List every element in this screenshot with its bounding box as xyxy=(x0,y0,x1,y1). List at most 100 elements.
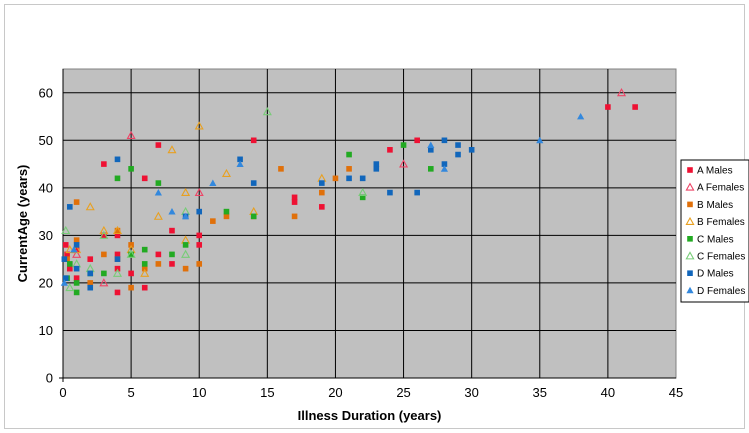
legend-item: A Males xyxy=(687,166,733,177)
y-tick-label: 50 xyxy=(39,133,53,148)
data-point xyxy=(414,189,420,196)
data-point xyxy=(250,137,257,144)
data-point xyxy=(428,166,434,172)
data-point xyxy=(455,142,461,148)
legend-marker xyxy=(685,251,695,260)
legend-marker xyxy=(687,201,693,208)
data-point xyxy=(99,278,109,287)
legend-marker xyxy=(687,236,693,242)
data-point xyxy=(387,189,393,196)
data-point xyxy=(616,88,627,97)
data-point xyxy=(358,187,368,197)
data-point xyxy=(194,121,204,130)
data-point xyxy=(128,270,134,277)
data-point xyxy=(87,270,94,277)
data-point xyxy=(373,161,380,167)
data-point xyxy=(319,204,325,210)
data-point xyxy=(65,244,75,254)
data-point xyxy=(61,225,71,235)
data-point xyxy=(262,107,272,116)
y-tick-label: 10 xyxy=(39,323,53,338)
data-point xyxy=(153,211,163,220)
data-point xyxy=(427,141,435,148)
x-tick-label: 45 xyxy=(669,385,683,400)
data-point xyxy=(67,265,73,272)
legend-item: A Females xyxy=(685,182,744,194)
data-point xyxy=(114,175,121,182)
x-tick-label: 25 xyxy=(396,385,410,400)
series-b-females xyxy=(65,121,327,277)
data-point xyxy=(73,242,80,248)
data-point xyxy=(65,282,75,292)
data-point xyxy=(126,130,136,139)
x-axis-title: Illness Duration (years) xyxy=(298,408,442,423)
legend-marker xyxy=(685,182,695,191)
data-point xyxy=(114,265,121,272)
data-point xyxy=(182,265,189,272)
data-point xyxy=(359,194,366,201)
data-point xyxy=(114,156,121,163)
data-point xyxy=(387,147,393,153)
legend-marker xyxy=(687,167,693,173)
data-point xyxy=(196,242,203,248)
data-point xyxy=(196,232,203,239)
x-tick-label: 20 xyxy=(328,385,342,400)
x-tick-label: 35 xyxy=(533,385,547,400)
data-point xyxy=(128,242,134,248)
data-point xyxy=(73,237,80,243)
data-point xyxy=(359,175,366,182)
legend-label: B Males xyxy=(697,200,733,211)
data-point xyxy=(237,156,243,163)
x-tick-label: 30 xyxy=(464,385,478,400)
data-point xyxy=(291,199,298,205)
data-point xyxy=(169,227,175,234)
y-tick-label: 60 xyxy=(39,85,53,100)
data-point xyxy=(346,151,352,158)
y-tick-label: 0 xyxy=(46,371,53,386)
data-point xyxy=(399,159,409,168)
data-point xyxy=(101,251,107,258)
data-point xyxy=(141,246,148,253)
data-point xyxy=(101,161,107,167)
data-point xyxy=(181,249,191,258)
data-point xyxy=(73,280,80,286)
legend-box xyxy=(680,159,749,303)
data-point xyxy=(99,230,109,239)
data-point xyxy=(373,166,380,172)
data-point xyxy=(291,213,298,220)
data-point xyxy=(221,168,232,178)
data-point xyxy=(128,284,134,291)
data-points xyxy=(60,88,638,296)
data-point xyxy=(114,227,121,234)
data-point xyxy=(155,142,162,148)
data-point xyxy=(155,261,162,267)
data-point xyxy=(112,225,123,235)
series-d-males xyxy=(61,137,475,291)
data-point xyxy=(223,208,230,215)
legend-item: B Females xyxy=(685,216,745,228)
data-point xyxy=(440,165,449,172)
data-point xyxy=(169,251,175,258)
data-point xyxy=(72,249,82,258)
data-point xyxy=(155,251,162,258)
data-point xyxy=(346,166,352,172)
data-point xyxy=(67,261,73,267)
legend-label: A Females xyxy=(697,183,744,194)
data-point xyxy=(319,180,325,186)
data-point xyxy=(632,104,638,110)
data-point xyxy=(181,187,191,197)
data-point xyxy=(87,256,94,262)
x-tick-label: 10 xyxy=(192,385,206,400)
data-point xyxy=(87,284,94,291)
data-point xyxy=(61,256,68,262)
x-tick-label: 15 xyxy=(260,385,274,400)
legend-item: C Males xyxy=(687,234,734,245)
data-point xyxy=(99,225,109,235)
legend-label: C Females xyxy=(697,252,745,263)
data-point xyxy=(168,208,176,215)
legend-item: D Females xyxy=(686,286,745,297)
data-point xyxy=(126,249,136,258)
data-point xyxy=(577,112,585,120)
data-point xyxy=(441,161,448,167)
data-point xyxy=(154,189,162,196)
